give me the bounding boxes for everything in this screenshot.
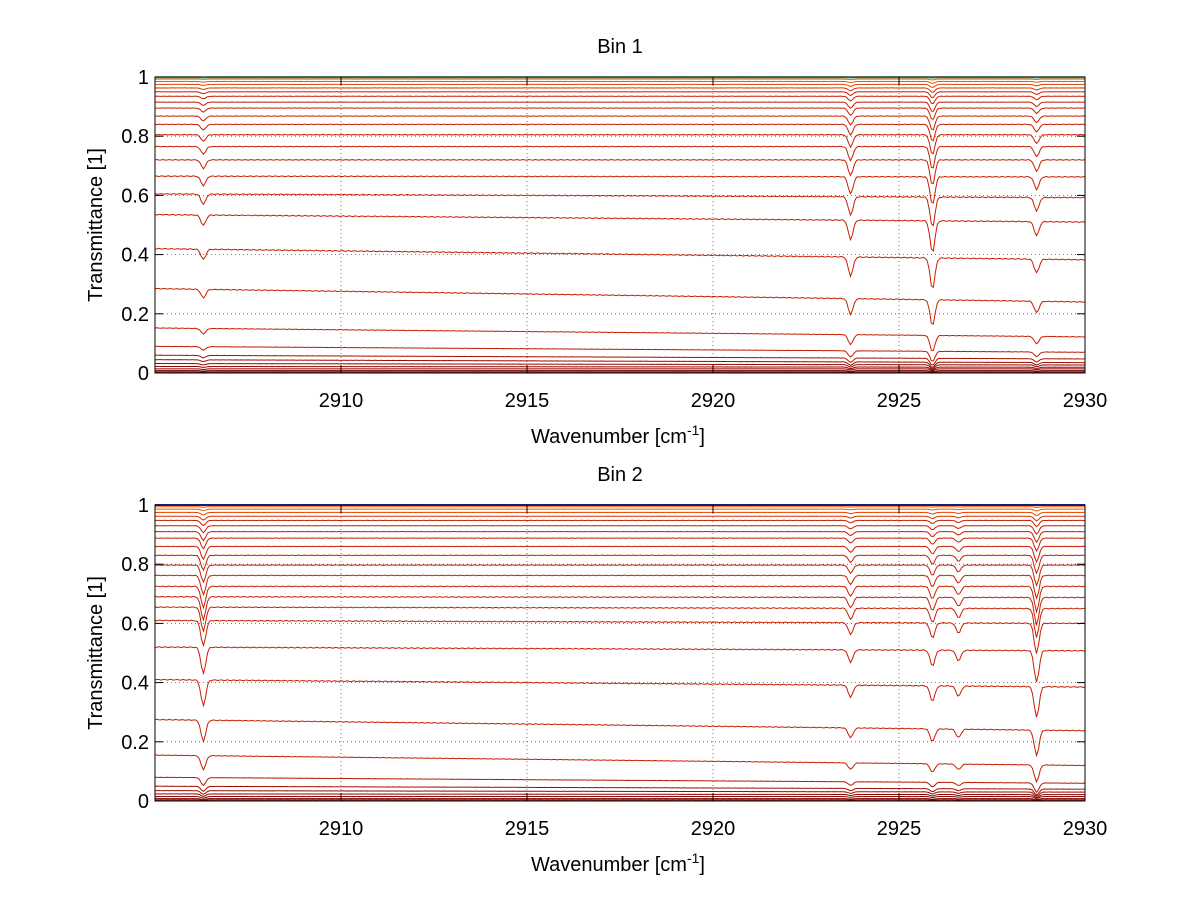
x-tick-label: 2915 (505, 818, 550, 840)
y-tick-label: 1 (138, 495, 149, 517)
grid-lines (155, 77, 1085, 373)
x-tick-label: 2920 (691, 390, 736, 412)
series-group (154, 76, 1086, 374)
series-line-18 (154, 213, 1086, 252)
series-line-15 (154, 585, 1086, 614)
series-line-13 (154, 564, 1086, 587)
chart-panel-bin2: Bin 2 2910 2915 2920 2925 2930 0 0.2 0.4 0.6 0.8 1… (85, 464, 1107, 876)
y-tick-label: 0 (138, 791, 149, 813)
x-tick-label: 2925 (877, 818, 922, 840)
y-tick-label: 0.4 (121, 673, 149, 695)
series-line-11 (154, 115, 1086, 131)
ylabel: Transmittance [1] (85, 576, 107, 730)
x-tick-label: 2915 (505, 390, 550, 412)
xlabel-superscript: -1 (687, 422, 700, 438)
series-line-10 (154, 107, 1086, 120)
y-tick-label: 0.6 (121, 613, 149, 635)
series-line-7 (154, 91, 1086, 99)
axis-ticks: 2910 2915 2920 2925 2930 0 0.2 0.4 0.6 0.8 1 (121, 495, 1107, 840)
series-group (154, 504, 1086, 802)
series-line-19 (154, 646, 1086, 683)
series-line-21 (154, 327, 1086, 352)
series-line-13 (154, 133, 1086, 155)
y-tick-label: 0.2 (121, 304, 149, 326)
series-line-25 (154, 790, 1086, 797)
series-line-20 (154, 287, 1086, 325)
plot-area (155, 77, 1085, 373)
series-line-26 (154, 793, 1086, 799)
x-tick-label: 2910 (319, 818, 364, 840)
series-line-15 (154, 159, 1086, 185)
series-line-6 (154, 515, 1086, 522)
series-line-26 (154, 365, 1086, 371)
series-line-18 (154, 619, 1086, 654)
series-line-29 (154, 799, 1085, 801)
series-line-19 (154, 247, 1086, 289)
y-tick-label: 0 (138, 363, 149, 385)
series-line-23 (154, 354, 1086, 366)
xlabel-main: Wavenumber [cm (531, 854, 687, 876)
x-tick-label: 2925 (877, 390, 922, 412)
axis-ticks: 2910 2915 2920 2925 2930 0 0.2 0.4 0.6 0.8 1 (121, 67, 1107, 412)
series-line-3 (155, 78, 1086, 81)
series-line-17 (154, 606, 1086, 638)
xlabel-end: ] (699, 426, 705, 448)
series-line-5 (154, 511, 1086, 517)
series-line-14 (154, 145, 1086, 169)
series-line-5 (154, 83, 1086, 88)
series-line-8 (154, 95, 1086, 104)
y-tick-label: 0.6 (121, 185, 149, 207)
chart-title: Bin 2 (597, 464, 643, 486)
series-line-4 (154, 508, 1086, 512)
chart-panel-bin1: Bin 1 2910 2915 2920 2925 2930 0 0.2 0.4 0.6 0.8 1… (85, 36, 1107, 448)
x-tick-label: 2930 (1063, 390, 1108, 412)
series-line-28 (154, 370, 1086, 373)
series-line-9 (154, 101, 1086, 112)
xlabel-main: Wavenumber [cm (531, 426, 687, 448)
series-line-24 (154, 359, 1086, 368)
series-line-16 (154, 595, 1086, 626)
series-line-27 (154, 368, 1086, 371)
xlabel: Wavenumber [cm-1] (531, 850, 705, 876)
x-tick-label: 2920 (691, 818, 736, 840)
y-tick-label: 0.2 (121, 732, 149, 754)
series-line-17 (154, 193, 1086, 227)
series-line-9 (154, 530, 1086, 544)
y-tick-label: 0.4 (121, 245, 149, 267)
series-line-14 (154, 574, 1086, 601)
xlabel: Wavenumber [cm-1] (531, 422, 705, 448)
series-line-3 (155, 506, 1086, 509)
series-line-22 (154, 754, 1086, 784)
series-line-22 (154, 345, 1086, 362)
series-line-23 (154, 776, 1086, 794)
series-line-12 (154, 123, 1086, 142)
series-line-4 (154, 80, 1086, 84)
plot-area (155, 505, 1085, 801)
series-line-6 (154, 87, 1086, 93)
x-tick-label: 2910 (319, 390, 364, 412)
y-tick-label: 0.8 (121, 554, 149, 576)
series-line-10 (154, 537, 1086, 553)
axes-frame (154, 76, 1086, 374)
y-tick-label: 1 (138, 67, 149, 89)
series-line-27 (154, 796, 1086, 799)
ylabel: Transmittance [1] (85, 148, 107, 302)
series-line-28 (154, 798, 1086, 801)
series-line-11 (154, 545, 1086, 564)
axes-frame (154, 504, 1086, 802)
series-line-16 (154, 175, 1086, 204)
y-tick-label: 0.8 (121, 126, 149, 148)
series-line-12 (154, 554, 1086, 575)
x-tick-label: 2930 (1063, 818, 1108, 840)
chart-title: Bin 1 (597, 36, 643, 58)
series-line-8 (154, 525, 1086, 535)
xlabel-superscript: -1 (687, 850, 700, 866)
xlabel-end: ] (699, 854, 705, 876)
series-line-7 (154, 519, 1086, 528)
series-line-21 (154, 718, 1086, 758)
series-line-25 (155, 362, 1086, 370)
series-line-24 (154, 785, 1086, 796)
series-line-20 (154, 678, 1086, 718)
